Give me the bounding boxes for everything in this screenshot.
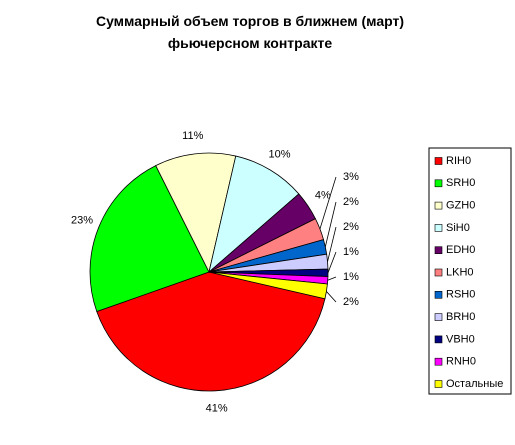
data-label: 11% xyxy=(182,130,203,142)
legend-swatch xyxy=(434,268,443,277)
legend-label: GZH0 xyxy=(446,200,475,212)
data-label: 1% xyxy=(343,271,359,283)
legend-swatch xyxy=(434,357,443,366)
legend-box xyxy=(428,147,512,395)
legend-swatch xyxy=(434,157,443,165)
chart-title: Суммарный объем торгов в ближнем (март) … xyxy=(95,13,405,51)
data-label: 2% xyxy=(343,296,359,308)
data-label: 41% xyxy=(206,403,228,415)
data-label: 2% xyxy=(343,221,359,233)
data-label: 1% xyxy=(343,246,359,258)
leader-line xyxy=(327,251,337,273)
legend-swatch xyxy=(434,179,443,188)
data-label: 3% xyxy=(343,171,359,183)
leader-line xyxy=(326,291,337,303)
legend-label: EDH0 xyxy=(446,244,475,256)
legend-label: BRH0 xyxy=(446,311,475,323)
legend-label: RNH0 xyxy=(446,356,476,368)
legend-label: LKH0 xyxy=(446,266,474,278)
data-label: 2% xyxy=(343,196,359,208)
data-label: 4% xyxy=(315,190,331,202)
legend-label: RIH0 xyxy=(446,155,471,167)
legend-swatch xyxy=(434,246,443,254)
legend-swatch xyxy=(434,201,443,210)
legend-label: SRH0 xyxy=(446,177,475,189)
pie-slice xyxy=(89,165,210,313)
legend-label: VBH0 xyxy=(446,333,475,345)
legend-swatch xyxy=(434,290,443,299)
legend-label: SiH0 xyxy=(446,222,470,234)
leader-line xyxy=(324,201,337,247)
legend-swatch xyxy=(434,224,443,232)
leader-line xyxy=(327,276,337,281)
legend-swatch xyxy=(434,335,443,344)
legend-swatch xyxy=(434,380,443,388)
leader-line xyxy=(327,226,337,262)
legend-label: Остальные xyxy=(446,378,503,390)
data-label: 10% xyxy=(269,148,291,160)
pie-slice xyxy=(96,271,326,392)
data-label: 23% xyxy=(71,215,93,227)
leader-line xyxy=(319,176,337,230)
legend-swatch xyxy=(434,313,443,321)
legend-label: RSH0 xyxy=(446,289,475,301)
pie-slice xyxy=(208,155,300,274)
